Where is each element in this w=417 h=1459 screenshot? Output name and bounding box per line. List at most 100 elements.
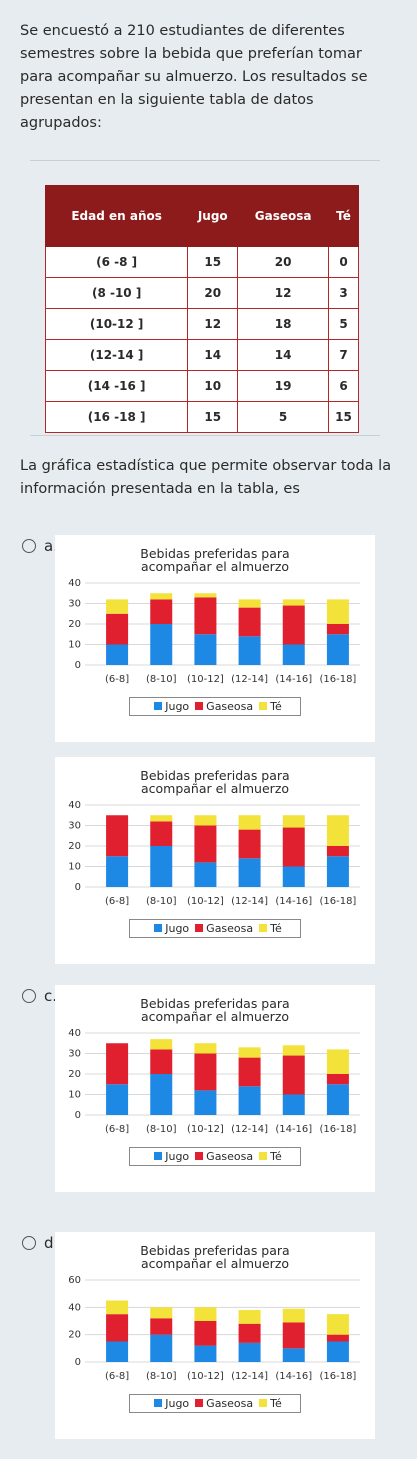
chart: 0 10 20 30 40 (6-8] (8-10] (10-12] (12-14] (14-16…: [68, 578, 360, 685]
x-tick-label: (10-12]: [187, 674, 224, 685]
table-cell: 5: [328, 308, 359, 340]
bar-segment: [106, 1300, 129, 1315]
bar-segment: [282, 1308, 305, 1323]
bar-segment: [282, 605, 305, 645]
table-cell: 12: [237, 277, 330, 309]
y-tick-label: 20: [68, 1330, 81, 1341]
legend-label: Té: [270, 1150, 282, 1163]
table-row: (16 -18 ] 15 5 15: [44, 401, 359, 433]
table-cell: 0: [328, 246, 359, 278]
table-row: (10-12 ] 12 18 5: [44, 308, 359, 340]
bar-segment: [326, 599, 349, 624]
table-cell: 10: [187, 370, 239, 402]
table-cell: 3: [328, 277, 359, 309]
bar-segment: [194, 597, 217, 635]
x-tick-label: (12-14]: [231, 1371, 268, 1382]
bar-segment: [326, 624, 349, 635]
table-row: (14 -16 ] 10 19 6: [44, 370, 359, 402]
x-tick-label: (6-8]: [105, 896, 129, 907]
y-tick-label: 40: [68, 800, 81, 811]
option-label: a.: [22, 537, 58, 555]
bar-segment: [282, 866, 305, 887]
bar-segment: [326, 634, 349, 665]
chart-title: Bebidas preferidas para acompañar el alm…: [140, 546, 290, 574]
legend-label: Gaseosa: [206, 700, 254, 713]
bar-segment: [150, 821, 173, 846]
bar-segment: [326, 1049, 349, 1074]
chart-title: Bebidas preferidas para acompañar el alm…: [140, 1243, 290, 1271]
x-tick-label: (14-16]: [275, 896, 312, 907]
bar-segment: [326, 1341, 349, 1362]
table-cell: 5: [237, 401, 330, 433]
bar-segment: [106, 1043, 129, 1085]
legend-swatch: [154, 1152, 163, 1160]
table-cell: 20: [237, 246, 330, 278]
legend: Jugo Gaseosa Té: [129, 1147, 301, 1166]
bar-segment: [326, 856, 349, 887]
legend-label: Jugo: [165, 922, 190, 935]
y-tick-label: 0: [75, 882, 81, 893]
x-tick-label: (12-14]: [231, 1124, 268, 1135]
bar-segment: [238, 1086, 261, 1115]
bar-segment: [326, 1314, 349, 1335]
table-header: Té: [328, 185, 359, 247]
bar-segment: [282, 815, 305, 828]
bar-segment: [326, 1084, 349, 1115]
legend-label: Jugo: [165, 1150, 190, 1163]
table-cell: 15: [328, 401, 359, 433]
bar-segment: [106, 1314, 129, 1342]
bar-segment: [326, 1074, 349, 1085]
table-row: (12-14 ] 14 14 7: [44, 339, 359, 371]
table-cell: (8 -10 ]: [44, 277, 189, 309]
bar-segment: [106, 599, 129, 614]
table-cell: 12: [187, 308, 239, 340]
bar-segment: [194, 1307, 217, 1321]
table-cell: 6: [328, 370, 359, 402]
bar-segment: [106, 1341, 129, 1362]
bar-segment: [282, 1322, 305, 1349]
chart: 0 20 40 60 (6-8] (8-10] (10-12] (12-14] (14-16] (…: [68, 1275, 360, 1382]
table-cell: 14: [237, 339, 330, 371]
x-tick-label: (6-8]: [105, 674, 129, 685]
x-tick-label: (8-10]: [146, 896, 177, 907]
legend-swatch: [259, 1399, 268, 1407]
y-tick-label: 30: [68, 1049, 81, 1060]
bar-segment: [238, 1342, 261, 1362]
table-row: (8 -10 ] 20 12 3: [44, 277, 359, 309]
table-header: Gaseosa: [237, 185, 330, 247]
legend-swatch: [154, 702, 163, 710]
legend-label: Té: [270, 700, 282, 713]
table-cell: 15: [187, 246, 239, 278]
table-row: (6 -8 ] 15 20 0: [44, 246, 359, 278]
x-tick-label: (10-12]: [187, 896, 224, 907]
y-tick-label: 10: [68, 1090, 81, 1101]
legend-swatch: [259, 1152, 268, 1160]
bar-segment: [150, 846, 173, 887]
x-tick-label: (6-8]: [105, 1124, 129, 1135]
table-header: Jugo: [187, 185, 239, 247]
table-cell: (6 -8 ]: [44, 246, 189, 278]
legend: Jugo Gaseosa Té: [129, 697, 301, 716]
y-tick-label: 20: [68, 841, 81, 852]
x-tick-label: (16-18]: [319, 1124, 356, 1135]
table-cell: (14 -16 ]: [44, 370, 189, 402]
bar-segment: [194, 1053, 217, 1091]
bar-segment: [238, 636, 261, 665]
legend: Jugo Gaseosa Té: [129, 919, 301, 938]
bar-segment: [194, 862, 217, 887]
legend-label: Gaseosa: [206, 1397, 254, 1410]
y-tick-label: 40: [68, 1302, 81, 1313]
chart: 0 10 20 30 40 (6-8] (8-10] (10-12] (12-14] (14-16…: [68, 800, 360, 907]
table-cell: 20: [187, 277, 239, 309]
table-cell: (12-14 ]: [44, 339, 189, 371]
chart: 0 10 20 30 40 (6-8] (8-10] (10-12] (12-14] (14-16…: [68, 1028, 360, 1135]
x-tick-label: (10-12]: [187, 1124, 224, 1135]
bar-segment: [150, 593, 173, 600]
bar-segment: [238, 829, 261, 859]
bar-segment: [282, 1045, 305, 1056]
legend-swatch: [195, 1399, 204, 1407]
bar-segment: [238, 607, 261, 637]
bar-segment: [282, 599, 305, 606]
bar-segment: [150, 815, 173, 822]
legend-swatch: [195, 1152, 204, 1160]
